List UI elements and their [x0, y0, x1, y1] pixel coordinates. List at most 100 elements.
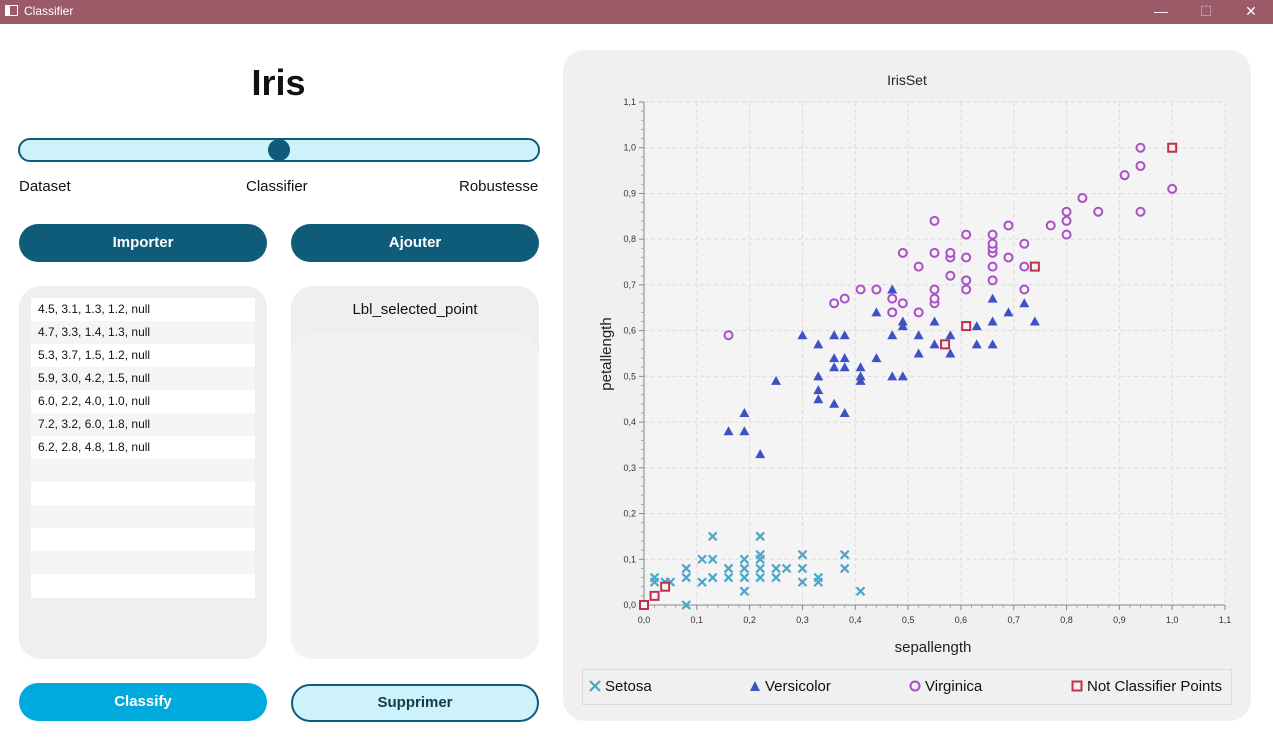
setosa-point	[797, 563, 808, 574]
virginica-point	[961, 252, 972, 263]
versicolor-point	[1029, 316, 1040, 326]
virginica-point	[887, 307, 898, 318]
point-list[interactable]: 4.5, 3.1, 1.3, 1.2, null 4.7, 3.3, 1.4, 1…	[31, 298, 255, 598]
list-item[interactable]	[31, 505, 255, 528]
versicolor-point	[913, 330, 924, 340]
versicolor-point	[723, 426, 734, 436]
versicolor-point	[839, 407, 850, 417]
list-item[interactable]: 5.3, 3.7, 1.5, 1.2, null	[38, 348, 151, 362]
y-tick-label: 0,5	[623, 371, 636, 381]
versicolor-point	[1003, 307, 1014, 317]
legend-label: Versicolor	[765, 678, 831, 695]
y-tick-label: 0,8	[623, 234, 636, 244]
versicolor-point	[929, 339, 940, 349]
list-item[interactable]: 4.5, 3.1, 1.3, 1.2, null	[38, 302, 151, 316]
versicolor-point	[897, 321, 908, 331]
x-axis-label: sepallength	[895, 639, 972, 656]
selected-point-details	[291, 334, 539, 659]
versicolor-point	[855, 375, 866, 385]
virginica-point	[1019, 238, 1030, 249]
list-item[interactable]: 6.2, 2.8, 4.8, 1.8, null	[38, 440, 151, 454]
close-button[interactable]: ✕	[1245, 3, 1257, 19]
virginica-point	[987, 238, 998, 249]
x-tick-label: 0,0	[638, 615, 651, 625]
versicolor-point	[897, 316, 908, 326]
versicolor-point	[813, 394, 824, 404]
versicolor-point	[987, 293, 998, 303]
setosa-point	[839, 549, 850, 560]
versicolor-point	[813, 385, 824, 395]
maximize-button: ☐	[1199, 3, 1213, 19]
add-button[interactable]: Ajouter	[291, 224, 539, 262]
list-item[interactable]	[31, 574, 255, 597]
versicolor-point	[945, 348, 956, 358]
step-slider-thumb[interactable]	[268, 139, 290, 161]
list-item[interactable]	[31, 482, 255, 505]
setosa-point	[797, 549, 808, 560]
x-tick-label: 1,1	[1219, 615, 1232, 625]
versicolor-point	[929, 316, 940, 326]
list-item[interactable]: 4.7, 3.3, 1.4, 1.3, null	[31, 321, 255, 344]
versicolor-point	[897, 371, 908, 381]
list-item[interactable]	[31, 528, 255, 551]
setosa-point	[697, 577, 707, 587]
y-tick-label: 0,2	[623, 509, 636, 519]
virginica-point	[1003, 252, 1014, 263]
virginica-point	[1061, 215, 1072, 226]
y-tick-label: 0,6	[623, 326, 636, 336]
versicolor-point	[829, 353, 840, 363]
virginica-point	[945, 247, 956, 258]
x-tick-label: 0,7	[1007, 615, 1020, 625]
setosa-point	[813, 572, 824, 583]
versicolor-point	[987, 316, 998, 326]
virginica-point	[987, 275, 998, 286]
virginica-point	[1003, 220, 1014, 231]
virginica-point	[1061, 229, 1072, 240]
setosa-point	[839, 563, 850, 574]
legend-item-not-classified: Not Classifier Points	[1069, 678, 1222, 696]
versicolor-point	[829, 398, 840, 408]
versicolor-point	[987, 339, 998, 349]
setosa-point	[797, 577, 808, 587]
versicolor-point	[839, 362, 850, 372]
setosa-point	[707, 554, 718, 565]
setosa-point	[855, 586, 866, 597]
versicolor-point	[871, 307, 882, 317]
chart-legend	[582, 669, 1232, 705]
delete-button[interactable]: Supprimer	[291, 684, 539, 722]
versicolor-point	[829, 330, 840, 340]
y-tick-label: 1,0	[623, 143, 636, 153]
legend-label: Virginica	[925, 678, 983, 695]
y-tick-label: 0,0	[623, 600, 636, 610]
list-item[interactable]: 7.2, 3.2, 6.0, 1.8, null	[31, 413, 255, 436]
setosa-point	[707, 572, 718, 583]
versicolor-point	[829, 362, 840, 372]
list-item[interactable]	[31, 459, 255, 482]
versicolor-point	[945, 330, 956, 340]
classify-button[interactable]: Classify	[19, 683, 267, 721]
setosa-point	[739, 572, 750, 583]
list-item[interactable]	[31, 551, 255, 574]
list-item[interactable]: 6.0, 2.2, 4.0, 1.0, null	[38, 394, 151, 408]
unclassified-point	[1029, 261, 1040, 272]
minimize-button[interactable]: —	[1154, 3, 1168, 19]
x-tick-label: 0,4	[849, 615, 862, 625]
legend-circle-icon	[909, 680, 921, 692]
virginica-point	[1135, 161, 1146, 172]
versicolor-point	[813, 339, 824, 349]
virginica-point	[913, 261, 924, 272]
virginica-point	[897, 298, 908, 309]
virginica-point	[855, 284, 866, 295]
versicolor-point	[871, 353, 882, 363]
virginica-point	[987, 261, 998, 272]
import-button[interactable]: Importer	[19, 224, 267, 262]
unclassified-point	[649, 590, 660, 601]
unclassified-point	[961, 321, 972, 332]
setosa-point	[707, 531, 718, 542]
virginica-point	[1119, 170, 1130, 181]
scatter-chart: 0,00,0 0,1 0,1 0,2 0,2 0,3 0,3 0,4 0,4 0,5 0,5 0,6 0…	[598, 72, 1232, 656]
x-tick-label: 1,0	[1166, 615, 1179, 625]
list-item[interactable]: 5.9, 3.0, 4.2, 1.5, null	[31, 367, 255, 390]
versicolor-point	[797, 330, 808, 340]
setosa-point	[681, 563, 692, 574]
